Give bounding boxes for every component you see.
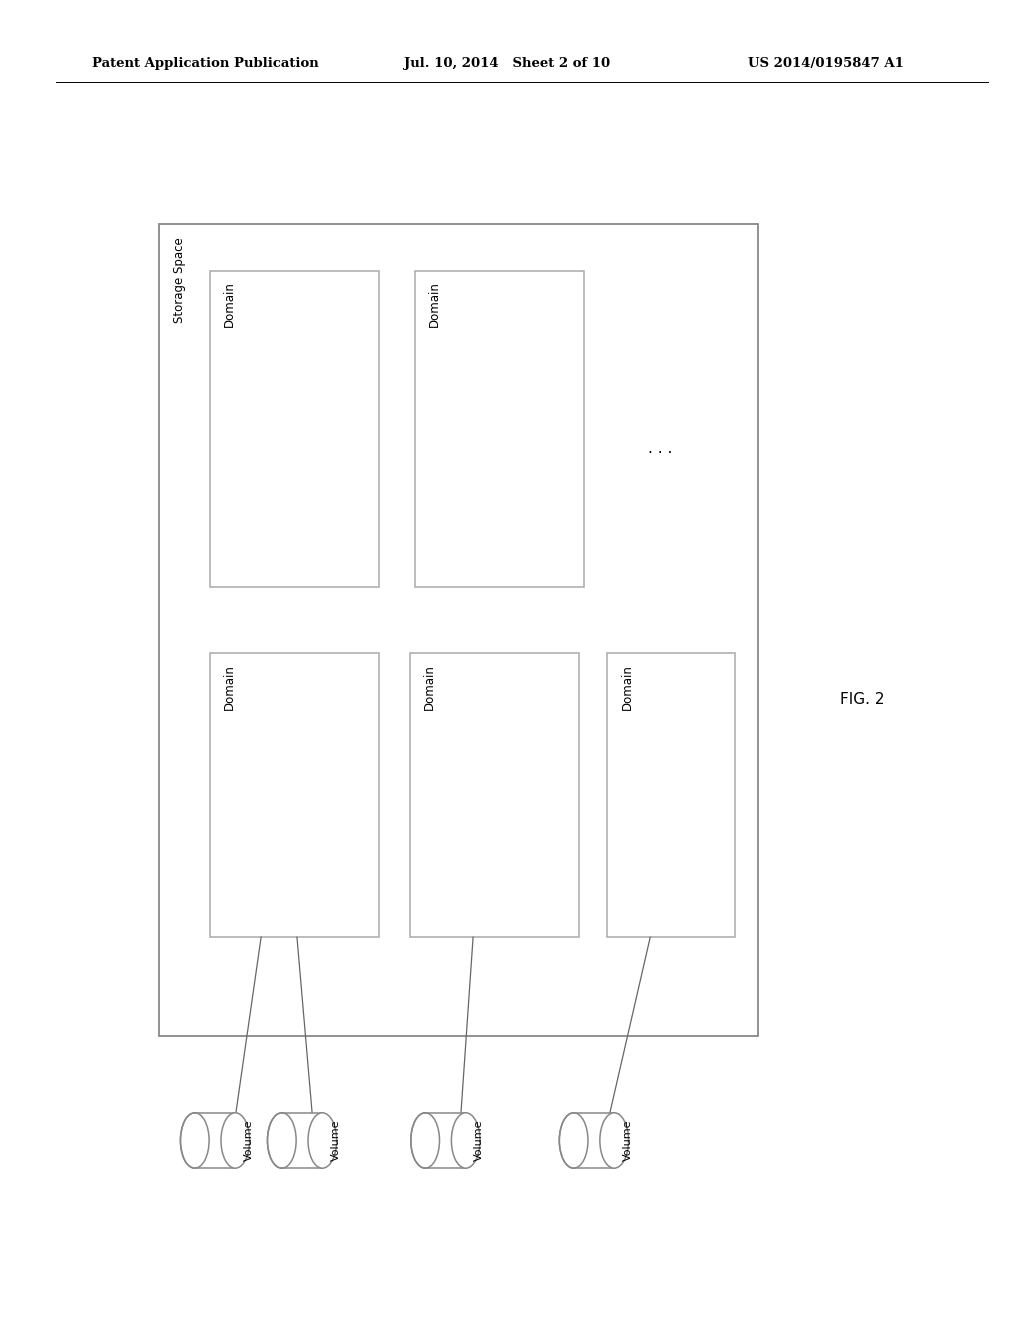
Text: Patent Application Publication: Patent Application Publication: [92, 57, 318, 70]
Text: Volume: Volume: [331, 1119, 341, 1162]
Text: Domain: Domain: [621, 664, 634, 710]
Ellipse shape: [308, 1113, 337, 1168]
Ellipse shape: [559, 1113, 588, 1168]
Ellipse shape: [411, 1113, 439, 1168]
Bar: [159, 224, 758, 1036]
Bar: [210, 653, 379, 937]
Text: Domain: Domain: [423, 664, 436, 710]
Text: FIG. 2: FIG. 2: [840, 692, 884, 708]
Bar: [210, 271, 379, 587]
Bar: [573, 1113, 614, 1168]
Bar: [425, 1113, 466, 1168]
Bar: [607, 653, 735, 937]
Bar: [195, 1113, 236, 1168]
Bar: [410, 653, 579, 937]
Text: Domain: Domain: [223, 281, 237, 327]
Ellipse shape: [452, 1113, 480, 1168]
Ellipse shape: [180, 1113, 209, 1168]
Bar: [415, 271, 584, 587]
Bar: [282, 1113, 323, 1168]
Ellipse shape: [267, 1113, 296, 1168]
Text: US 2014/0195847 A1: US 2014/0195847 A1: [748, 57, 903, 70]
Ellipse shape: [600, 1113, 629, 1168]
Text: Domain: Domain: [428, 281, 441, 327]
Text: Volume: Volume: [244, 1119, 254, 1162]
Text: Jul. 10, 2014   Sheet 2 of 10: Jul. 10, 2014 Sheet 2 of 10: [404, 57, 610, 70]
Text: . . .: . . .: [648, 441, 673, 457]
Text: Volume: Volume: [623, 1119, 633, 1162]
Text: Storage Space: Storage Space: [173, 238, 186, 323]
Ellipse shape: [221, 1113, 250, 1168]
Text: Domain: Domain: [223, 664, 237, 710]
Text: Volume: Volume: [474, 1119, 484, 1162]
